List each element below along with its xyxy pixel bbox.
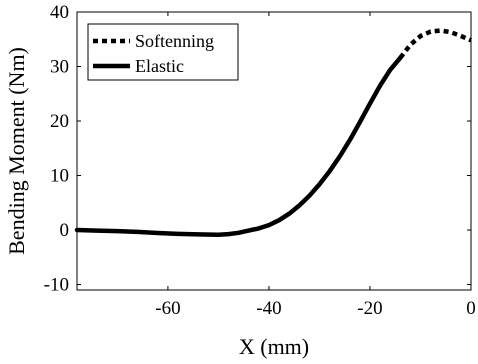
y-tick-label: 10 — [50, 166, 69, 187]
series-layer — [74, 28, 472, 237]
x-axis-title: X (mm) — [239, 334, 309, 359]
x-tick-label: -60 — [155, 298, 180, 319]
ticks-layer: -60 -40 -20 0 -10 0 10 20 30 40 — [44, 2, 476, 319]
y-tick-label: 30 — [50, 57, 69, 78]
series-line-softenning — [398, 28, 472, 60]
legend: Softenning Elastic — [87, 23, 239, 81]
x-tick-label: -20 — [357, 298, 382, 319]
y-tick-label: -10 — [44, 275, 69, 296]
x-tick-label: 0 — [466, 298, 476, 319]
legend-label-elastic: Elastic — [135, 56, 184, 76]
y-axis-title: Bending Moment (Nm) — [4, 47, 29, 255]
x-tick-label: -40 — [256, 298, 281, 319]
legend-label-softenning: Softenning — [135, 31, 214, 51]
plot-area-frame — [76, 11, 472, 291]
y-tick-label: 0 — [60, 220, 70, 241]
y-tick-label: 20 — [50, 111, 69, 132]
y-tick-label: 40 — [50, 2, 69, 23]
legend-box — [87, 23, 239, 81]
series-line-elastic — [74, 55, 403, 237]
